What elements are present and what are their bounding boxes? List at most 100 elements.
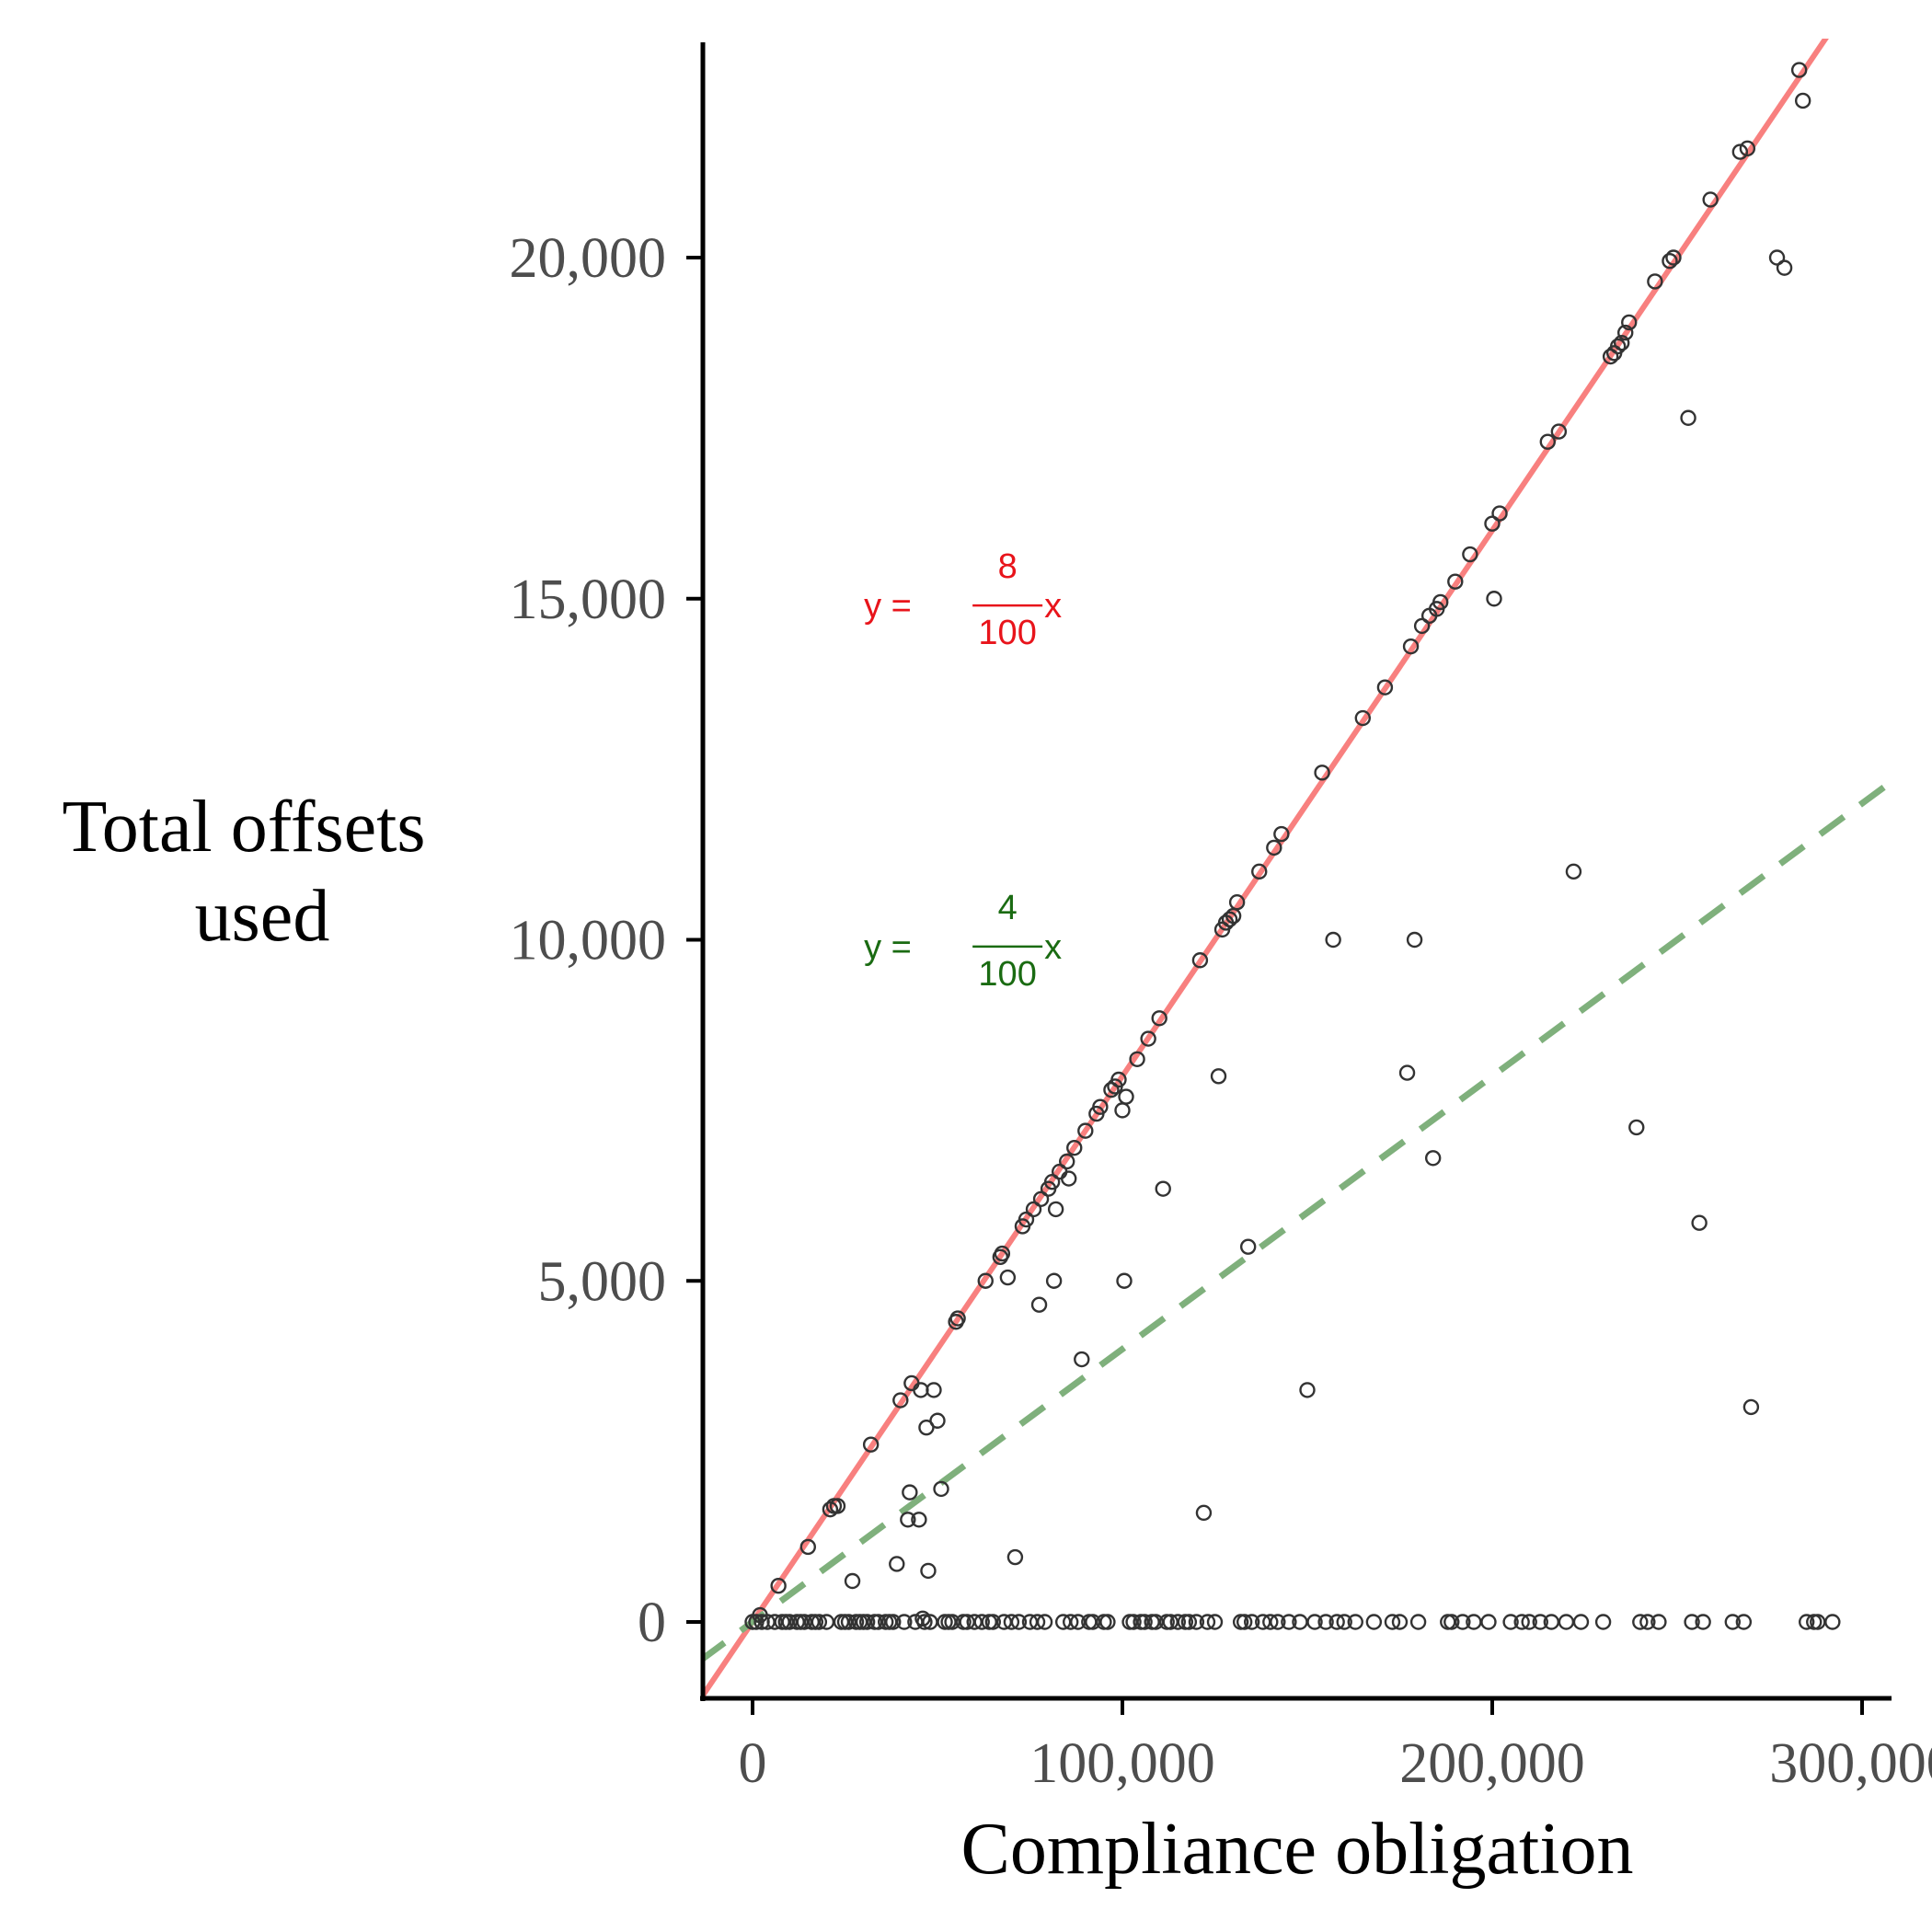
data-point <box>929 1412 946 1429</box>
data-point <box>1314 765 1330 781</box>
y-tick-label: 5,000 <box>538 1250 667 1313</box>
data-point <box>1602 348 1619 365</box>
data-point <box>1045 1272 1063 1289</box>
data-point <box>1047 1201 1064 1218</box>
x-tick-label: 200,000 <box>1399 1732 1585 1795</box>
data-point <box>1228 894 1246 911</box>
data-point <box>1695 1614 1711 1630</box>
y-axis-title-line-1: Total offsets <box>62 787 425 868</box>
data-point <box>1406 931 1423 949</box>
data-point <box>1036 1614 1053 1630</box>
data-point <box>1099 1614 1116 1630</box>
y-tick-label: 20,000 <box>510 227 667 290</box>
data-point <box>1684 1614 1700 1630</box>
data-point <box>896 1614 913 1630</box>
data-point <box>1798 1614 1815 1630</box>
data-point <box>1010 1614 1028 1630</box>
data-point <box>1092 1098 1109 1115</box>
data-point <box>902 1484 918 1501</box>
data-point <box>1110 1071 1127 1088</box>
data-point <box>1790 62 1808 78</box>
ticks: 0 5,000 10,000 15,000 20,000 0 100,000 200,000 3… <box>510 227 1932 1795</box>
data-point <box>1299 1382 1316 1398</box>
data-point <box>1491 505 1508 522</box>
data-point <box>1180 1614 1198 1630</box>
data-point <box>1486 591 1502 607</box>
data-point <box>829 1498 846 1514</box>
data-point <box>822 1501 839 1518</box>
data-point <box>858 1614 876 1630</box>
data-point <box>1621 314 1638 331</box>
data-point <box>1236 1614 1253 1630</box>
data-point <box>933 1480 949 1498</box>
data-point <box>1413 617 1431 635</box>
data-point <box>1462 546 1478 563</box>
data-point <box>1402 638 1420 655</box>
data-point <box>1776 259 1793 276</box>
data-point <box>1731 144 1749 160</box>
data-point <box>1058 1153 1075 1170</box>
data-point <box>1306 1614 1323 1630</box>
data-point <box>1647 273 1663 290</box>
data-point <box>1281 1614 1297 1630</box>
data-point <box>1032 1190 1050 1207</box>
equation-numerator: 4 <box>998 889 1018 927</box>
data-point <box>1609 338 1627 355</box>
data-point <box>1043 1174 1061 1190</box>
data-point <box>1513 1614 1530 1630</box>
data-point <box>811 1614 828 1630</box>
y-tick-label: 10,000 <box>510 910 667 972</box>
data-point <box>1025 1201 1042 1218</box>
equation-numerator: 8 <box>998 547 1018 586</box>
data-point <box>1594 1614 1612 1630</box>
data-point <box>1532 1614 1548 1630</box>
data-point <box>1484 515 1501 532</box>
data-point <box>1443 1614 1460 1630</box>
data-point <box>1768 249 1786 266</box>
data-point <box>1617 324 1634 341</box>
data-point <box>1550 423 1568 440</box>
data-point <box>1398 1064 1416 1081</box>
data-point <box>844 1572 861 1590</box>
data-point <box>1639 1614 1656 1630</box>
data-point <box>1447 573 1464 590</box>
data-point <box>1239 1238 1257 1255</box>
data-point <box>1480 1614 1497 1630</box>
data-point <box>973 1614 990 1630</box>
data-point <box>1018 1211 1035 1228</box>
data-point <box>1632 1614 1649 1630</box>
data-point <box>1221 911 1238 927</box>
data-point <box>1155 1180 1171 1197</box>
data-point <box>926 1382 942 1398</box>
y-tick-label: 15,000 <box>510 569 667 631</box>
data-point <box>1195 1504 1213 1522</box>
data-point <box>1029 1614 1046 1630</box>
data-point <box>1691 1214 1708 1231</box>
data-point <box>1680 409 1696 426</box>
y-axis-title-line-2: used <box>195 876 330 957</box>
data-point <box>1502 1614 1519 1630</box>
data-point <box>911 1512 927 1528</box>
data-point <box>1251 863 1268 880</box>
data-point <box>1613 334 1630 351</box>
data-point <box>913 1382 929 1398</box>
data-point <box>1188 1614 1205 1630</box>
equation-suffix: x <box>1044 928 1062 967</box>
data-point <box>1628 1119 1645 1136</box>
data-point <box>1824 1614 1841 1630</box>
x-tick-label: 0 <box>739 1732 767 1795</box>
data-point <box>1061 1170 1077 1187</box>
data-point <box>885 1614 902 1630</box>
x-tick-label: 300,000 <box>1769 1732 1932 1795</box>
data-point <box>1347 1614 1363 1630</box>
data-point <box>1074 1351 1090 1368</box>
data-point <box>1558 1614 1575 1630</box>
data-point <box>1424 1150 1442 1167</box>
equation-denominator: 100 <box>978 614 1036 652</box>
data-point <box>1365 1614 1383 1630</box>
data-point <box>1125 1614 1142 1630</box>
data-point <box>1724 1614 1742 1630</box>
